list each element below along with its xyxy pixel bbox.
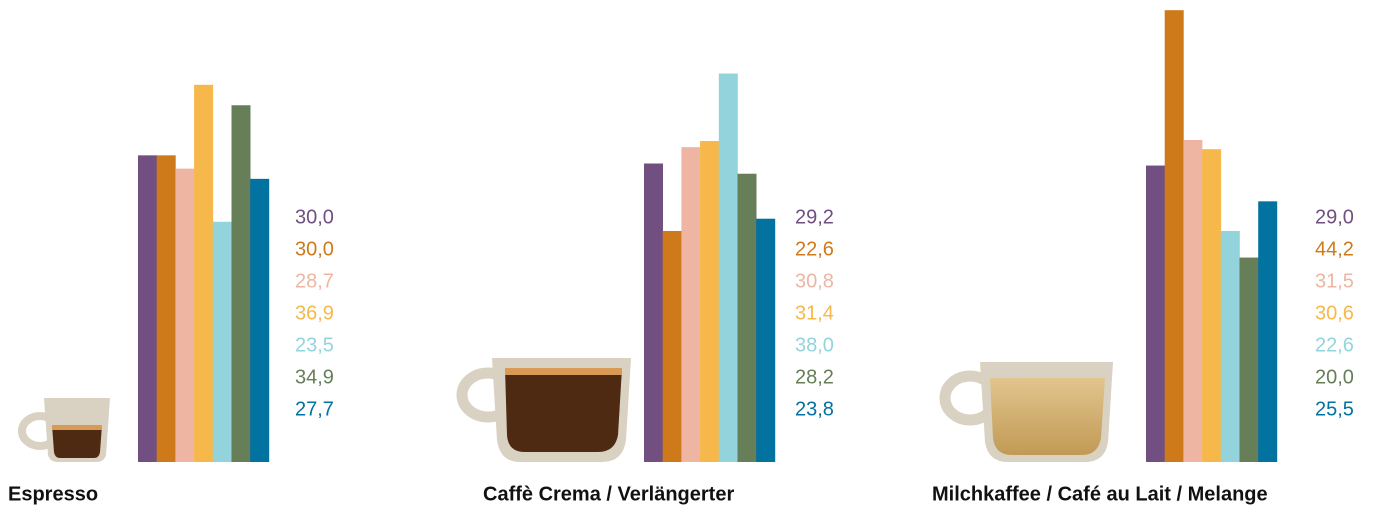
bar: [756, 218, 776, 462]
bar: [718, 73, 738, 463]
bar: [662, 230, 682, 462]
value-label: 20,0: [1315, 366, 1354, 388]
value-label: 30,6: [1315, 302, 1354, 324]
crema-cup: [456, 358, 631, 462]
value-label: 22,6: [795, 238, 834, 260]
bar: [681, 147, 701, 462]
bar: [1239, 257, 1259, 462]
bar: [194, 84, 214, 463]
category-label: Milchkaffee / Café au Lait / Melange: [932, 483, 1268, 505]
value-label: 44,2: [1315, 238, 1354, 260]
value-label: 31,5: [1315, 270, 1354, 292]
bar: [644, 163, 663, 462]
bar: [737, 173, 757, 462]
category-label: Espresso: [8, 483, 98, 505]
bar: [1202, 149, 1222, 462]
value-label: 36,9: [295, 302, 334, 324]
value-label: 34,9: [295, 366, 334, 388]
bar: [231, 105, 251, 462]
value-label: 28,2: [795, 366, 834, 388]
value-label: 30,0: [295, 238, 334, 260]
bar: [700, 141, 720, 462]
bar: [1164, 10, 1184, 463]
value-label: 30,8: [795, 270, 834, 292]
espresso-cup: [18, 398, 110, 462]
bar: [250, 178, 270, 462]
value-label: 23,8: [795, 398, 834, 420]
bar: [138, 155, 157, 463]
value-label: 27,7: [295, 398, 334, 420]
value-label: 22,6: [1315, 334, 1354, 356]
value-label: 23,5: [295, 334, 334, 356]
value-label: 28,7: [295, 270, 334, 292]
value-label: 29,2: [795, 206, 834, 228]
value-label: 31,4: [795, 302, 834, 324]
value-label: 30,0: [295, 206, 334, 228]
bar: [1220, 230, 1240, 462]
value-label: 25,5: [1315, 398, 1354, 420]
milk-coffee-cup: [939, 362, 1113, 462]
value-label: 29,0: [1315, 206, 1354, 228]
bar: [1183, 140, 1203, 462]
bar: [1146, 165, 1165, 463]
bar: [175, 168, 195, 462]
category-label: Caffè Crema / Verlängerter: [483, 483, 734, 505]
bar: [1258, 201, 1278, 463]
value-label: 38,0: [795, 334, 834, 356]
bar: [212, 221, 232, 462]
bar: [156, 155, 176, 463]
